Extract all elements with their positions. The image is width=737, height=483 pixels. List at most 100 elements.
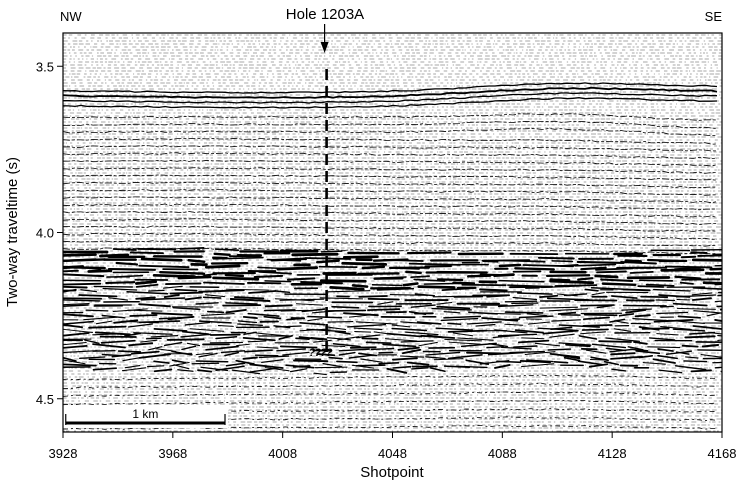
chaotic-segment [247, 312, 280, 317]
chaotic-segment [63, 288, 77, 293]
chaotic-segment [490, 312, 521, 315]
chaotic-segment [582, 316, 610, 321]
chaotic-segment [315, 259, 340, 264]
chaotic-segment [128, 342, 154, 347]
chaotic-segment [163, 341, 183, 347]
chaotic-segment [217, 324, 234, 327]
chaotic-segment [286, 277, 316, 281]
x-tick-label: 3968 [158, 446, 187, 461]
chaotic-segment [580, 304, 615, 307]
chaotic-segment [637, 285, 665, 288]
chaotic-segment [233, 296, 265, 300]
chaotic-segment [549, 279, 595, 285]
chaotic-segment [521, 337, 545, 340]
chaotic-segment [674, 266, 702, 270]
chaotic-segment [237, 320, 258, 324]
chaotic-segment [247, 340, 267, 343]
chaotic-segment [594, 274, 619, 279]
chaotic-segment [249, 367, 281, 373]
chaotic-segment [545, 274, 591, 278]
reflector-line [63, 416, 718, 422]
chaotic-segment [690, 251, 708, 254]
chaotic-segment [338, 348, 370, 352]
chaotic-segment [203, 281, 245, 285]
chaotic-segment [539, 294, 559, 298]
chaotic-segment [549, 278, 571, 282]
chaotic-segment [63, 253, 97, 257]
chaotic-segment [201, 313, 235, 317]
chaotic-segment [609, 318, 626, 323]
chaotic-segment [150, 334, 179, 338]
chaotic-segment [122, 356, 145, 362]
chaotic-segment [307, 315, 343, 319]
chaotic-segment [554, 284, 598, 287]
chaotic-segment [524, 351, 556, 356]
chaotic-segment [341, 261, 388, 266]
chaotic-segment [406, 361, 430, 366]
chaotic-segment [242, 356, 258, 360]
chaotic-segment [516, 292, 553, 295]
chaotic-segment [657, 348, 674, 352]
chaotic-segment [167, 315, 195, 321]
chaotic-segment [410, 304, 436, 308]
chaotic-segment [316, 353, 336, 357]
chaotic-segment [714, 264, 722, 267]
chaotic-segment [562, 354, 581, 360]
chaotic-segment [112, 308, 148, 312]
chaotic-segment [659, 305, 674, 308]
chaotic-segment [63, 265, 85, 270]
chaotic-segment [675, 294, 717, 298]
chaotic-segment [676, 307, 716, 310]
scale-bar [63, 406, 229, 428]
reflector-line [63, 383, 718, 389]
chaotic-segment [498, 279, 545, 283]
reflector-traces [63, 82, 718, 430]
chaotic-segment [577, 277, 594, 281]
chaotic-segment [326, 337, 351, 341]
chaotic-segment [312, 349, 333, 352]
chaotic-segment [448, 341, 481, 345]
chaotic-segment [588, 363, 609, 368]
chaotic-segment [63, 341, 87, 346]
reflector-line [63, 425, 718, 430]
chaotic-segment [215, 365, 245, 372]
chaotic-segment [99, 253, 130, 258]
chaotic-segment [627, 346, 644, 351]
chaotic-segment [466, 321, 502, 325]
chaotic-segment [169, 291, 203, 295]
chaotic-segment [386, 332, 423, 338]
x-tick-label: 3928 [49, 446, 78, 461]
chaotic-segment [389, 294, 429, 296]
chaotic-segment [492, 334, 520, 339]
chaotic-segment [370, 347, 395, 351]
chaotic-segment [479, 288, 508, 292]
chaotic-segment [702, 281, 722, 285]
chaotic-segment [377, 301, 394, 305]
chaotic-segment [665, 350, 693, 355]
chaotic-segment [444, 338, 482, 342]
chaotic-segment [420, 334, 456, 339]
chaotic-segment [237, 323, 263, 326]
chaotic-segment [92, 333, 122, 336]
chaotic-segment [258, 355, 290, 359]
chaotic-segment [153, 360, 170, 364]
chaotic-segment [551, 319, 581, 322]
chaotic-segment [443, 311, 461, 314]
chaotic-segment [85, 309, 109, 312]
chaotic-segment [376, 287, 415, 291]
chaotic-segment [243, 331, 257, 335]
chaotic-segment [550, 326, 573, 330]
chaotic-segment [88, 325, 127, 329]
chaotic-segment [512, 345, 538, 349]
chaotic-segment [457, 337, 494, 341]
chaotic-segment [384, 338, 418, 342]
chaotic-segment [440, 317, 479, 322]
chaotic-segment [596, 270, 627, 274]
chaotic-segment [312, 310, 335, 314]
chaotic-segment [580, 266, 607, 271]
chaotic-segment [334, 330, 351, 335]
chaotic-segment [307, 317, 323, 322]
chaotic-segment [195, 360, 229, 363]
chaotic-segment [706, 312, 721, 317]
